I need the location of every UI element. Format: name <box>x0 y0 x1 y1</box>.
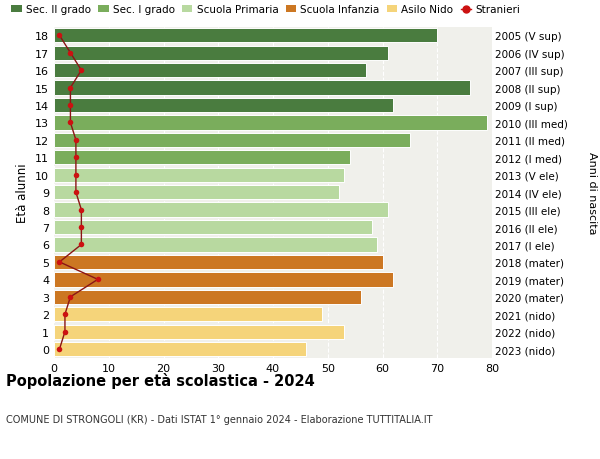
Bar <box>54 185 338 200</box>
Bar <box>54 220 371 235</box>
Bar <box>54 203 388 217</box>
Bar <box>54 29 437 43</box>
Bar <box>54 64 366 78</box>
Bar <box>54 168 344 183</box>
Bar <box>54 134 410 148</box>
Bar <box>54 273 394 287</box>
Text: COMUNE DI STRONGOLI (KR) - Dati ISTAT 1° gennaio 2024 - Elaborazione TUTTITALIA.: COMUNE DI STRONGOLI (KR) - Dati ISTAT 1°… <box>6 414 433 424</box>
Bar <box>54 255 383 269</box>
Text: Popolazione per età scolastica - 2024: Popolazione per età scolastica - 2024 <box>6 373 315 389</box>
Bar <box>54 81 470 95</box>
Bar <box>54 308 322 322</box>
Bar <box>54 238 377 252</box>
Legend: Sec. II grado, Sec. I grado, Scuola Primaria, Scuola Infanzia, Asilo Nido, Stran: Sec. II grado, Sec. I grado, Scuola Prim… <box>11 5 520 15</box>
Bar <box>54 325 344 339</box>
Bar <box>54 46 388 61</box>
Bar <box>54 151 350 165</box>
Bar <box>54 342 306 357</box>
Text: Anni di nascita: Anni di nascita <box>587 151 597 234</box>
Y-axis label: Età alunni: Età alunni <box>16 163 29 223</box>
Bar <box>54 290 361 304</box>
Bar <box>54 99 394 113</box>
Bar <box>54 116 487 130</box>
